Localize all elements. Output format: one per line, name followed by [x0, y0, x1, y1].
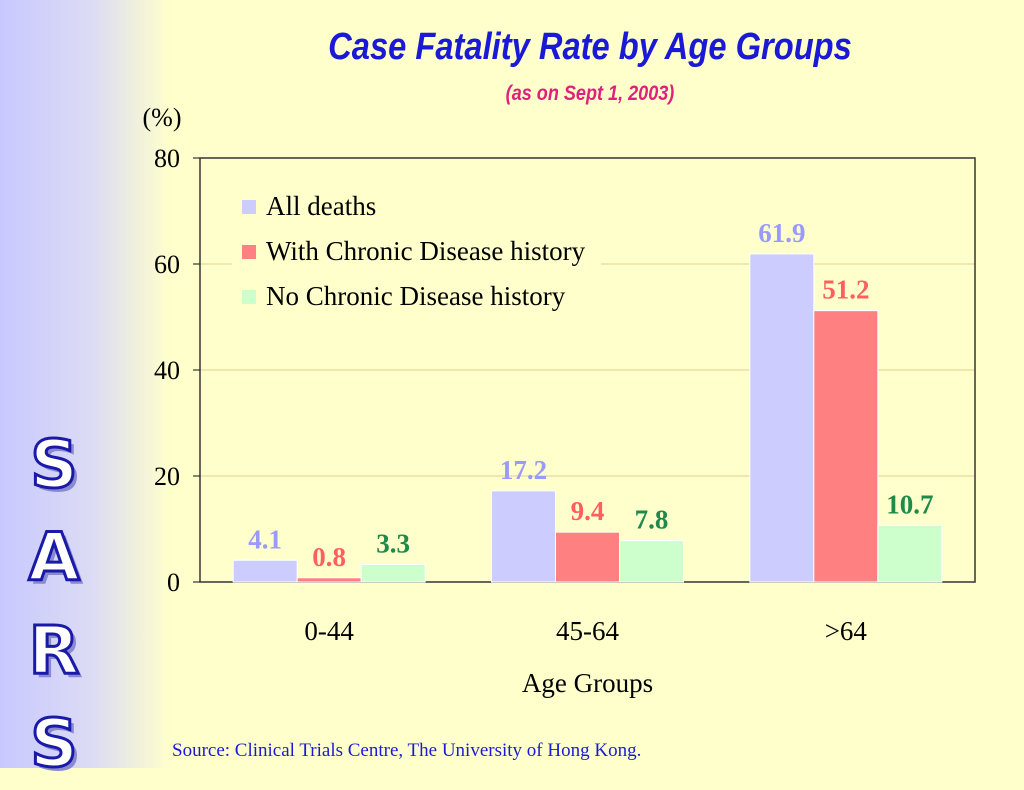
legend-label: All deaths	[266, 191, 377, 221]
sars-letter-a: A	[27, 518, 81, 598]
bar	[555, 531, 620, 583]
bar	[619, 540, 684, 583]
y-tick-label: 0	[167, 568, 180, 597]
y-tick-label: 80	[154, 144, 180, 173]
bar-value-label: 17.2	[500, 455, 547, 485]
bar-value-label: 7.8	[635, 505, 669, 535]
legend-label: No Chronic Disease history	[266, 281, 566, 311]
bar-value-label: 10.7	[886, 489, 933, 519]
legend-item: All deaths	[242, 184, 585, 229]
chart-subtitle: (as on Sept 1, 2003)	[505, 82, 675, 105]
bar-value-label: 0.8	[312, 542, 346, 572]
legend-swatch	[242, 244, 256, 259]
bar-value-label: 3.3	[376, 529, 410, 559]
legend-item: With Chronic Disease history	[242, 229, 585, 274]
sars-letter-s1: S	[29, 425, 80, 505]
sars-letter-r: R	[27, 611, 81, 691]
bar	[296, 577, 362, 583]
y-axis-label: (%)	[143, 103, 182, 132]
x-tick-label: 0-44	[304, 616, 354, 646]
y-tick-label: 60	[154, 250, 180, 279]
legend-swatch	[242, 289, 256, 304]
bar	[813, 310, 879, 583]
y-tick-label: 40	[154, 356, 180, 385]
x-axis-label: Age Groups	[522, 668, 653, 698]
legend-label: With Chronic Disease history	[266, 236, 586, 266]
bar	[360, 564, 426, 583]
chart-title: Case Fatality Rate by Age Groups	[328, 26, 852, 68]
x-tick-label: 45-64	[556, 616, 619, 646]
source-note: Source: Clinical Trials Centre, The Univ…	[172, 740, 642, 761]
bar-value-label: 4.1	[248, 524, 282, 554]
bar-value-label: 9.4	[571, 496, 605, 526]
bar	[877, 524, 943, 583]
x-tick-label: >64	[825, 616, 868, 646]
chart-legend: All deaths With Chronic Disease history No…	[232, 180, 602, 325]
y-tick-label: 20	[154, 462, 180, 491]
bar	[749, 253, 815, 583]
bar-value-label: 51.2	[822, 275, 869, 305]
legend-swatch	[242, 199, 256, 214]
legend-item: No Chronic Disease history	[242, 274, 585, 319]
bar-value-label: 61.9	[758, 218, 805, 248]
bar-chart: 0 20 40 60 80 (%) 4.1 0.8 3.3 0-44 17.2 9.4 7.8 45-64…	[143, 103, 976, 698]
bar	[232, 559, 298, 583]
bar	[491, 490, 556, 583]
side-gradient-band	[0, 0, 170, 768]
